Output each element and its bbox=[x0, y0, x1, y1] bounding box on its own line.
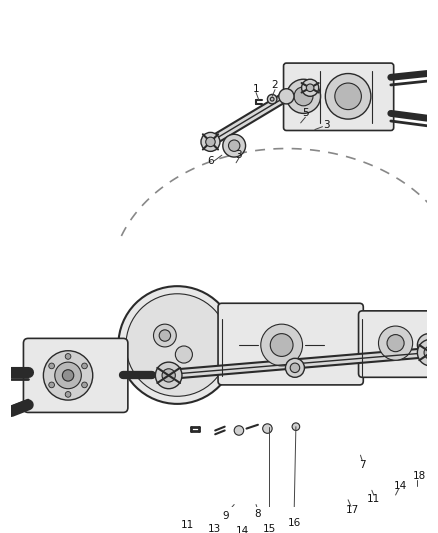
Circle shape bbox=[261, 324, 303, 366]
Circle shape bbox=[229, 140, 240, 151]
Circle shape bbox=[292, 423, 300, 431]
Circle shape bbox=[290, 363, 300, 373]
Circle shape bbox=[335, 83, 361, 110]
Circle shape bbox=[43, 351, 93, 400]
Circle shape bbox=[378, 326, 413, 360]
Text: 15: 15 bbox=[263, 524, 276, 533]
Circle shape bbox=[81, 382, 87, 387]
Text: 2: 2 bbox=[272, 80, 278, 90]
Circle shape bbox=[65, 392, 71, 397]
Circle shape bbox=[306, 84, 314, 92]
Text: 14: 14 bbox=[236, 526, 249, 533]
Text: 17: 17 bbox=[346, 505, 360, 515]
Circle shape bbox=[118, 286, 236, 404]
Circle shape bbox=[49, 363, 54, 369]
Circle shape bbox=[417, 334, 438, 357]
Text: 16: 16 bbox=[287, 519, 300, 529]
FancyBboxPatch shape bbox=[218, 303, 363, 385]
Circle shape bbox=[270, 334, 293, 357]
Circle shape bbox=[436, 334, 438, 341]
Text: 3: 3 bbox=[323, 120, 329, 130]
Circle shape bbox=[65, 353, 71, 359]
Text: 9: 9 bbox=[223, 511, 229, 521]
Circle shape bbox=[286, 358, 304, 377]
Text: 11: 11 bbox=[181, 520, 194, 530]
Circle shape bbox=[55, 362, 81, 389]
Text: 13: 13 bbox=[208, 524, 221, 533]
Text: 6: 6 bbox=[207, 156, 214, 166]
Circle shape bbox=[81, 363, 87, 369]
Circle shape bbox=[286, 79, 321, 114]
Circle shape bbox=[206, 137, 215, 147]
Circle shape bbox=[417, 340, 438, 366]
Text: 18: 18 bbox=[413, 471, 426, 481]
Circle shape bbox=[223, 134, 246, 157]
Circle shape bbox=[153, 324, 176, 347]
FancyBboxPatch shape bbox=[359, 311, 431, 377]
Text: 11: 11 bbox=[367, 494, 380, 504]
Circle shape bbox=[424, 346, 437, 359]
FancyBboxPatch shape bbox=[283, 63, 394, 131]
Text: 5: 5 bbox=[302, 108, 309, 118]
Circle shape bbox=[325, 74, 371, 119]
Circle shape bbox=[155, 362, 182, 389]
Circle shape bbox=[302, 79, 319, 96]
Text: 8: 8 bbox=[254, 509, 261, 519]
Circle shape bbox=[387, 335, 404, 352]
Circle shape bbox=[162, 369, 175, 382]
Text: 7: 7 bbox=[359, 459, 366, 470]
Circle shape bbox=[49, 382, 54, 387]
Text: 3: 3 bbox=[236, 150, 242, 160]
Circle shape bbox=[234, 426, 244, 435]
Circle shape bbox=[263, 424, 272, 433]
Circle shape bbox=[126, 294, 229, 397]
Circle shape bbox=[159, 330, 170, 341]
Text: 1: 1 bbox=[253, 84, 259, 94]
Circle shape bbox=[270, 97, 274, 101]
Circle shape bbox=[175, 346, 192, 363]
FancyBboxPatch shape bbox=[24, 338, 128, 413]
Circle shape bbox=[268, 94, 277, 104]
Circle shape bbox=[294, 87, 313, 106]
Circle shape bbox=[279, 88, 294, 104]
Circle shape bbox=[62, 370, 74, 381]
Text: 14: 14 bbox=[394, 481, 407, 490]
Circle shape bbox=[201, 132, 220, 151]
